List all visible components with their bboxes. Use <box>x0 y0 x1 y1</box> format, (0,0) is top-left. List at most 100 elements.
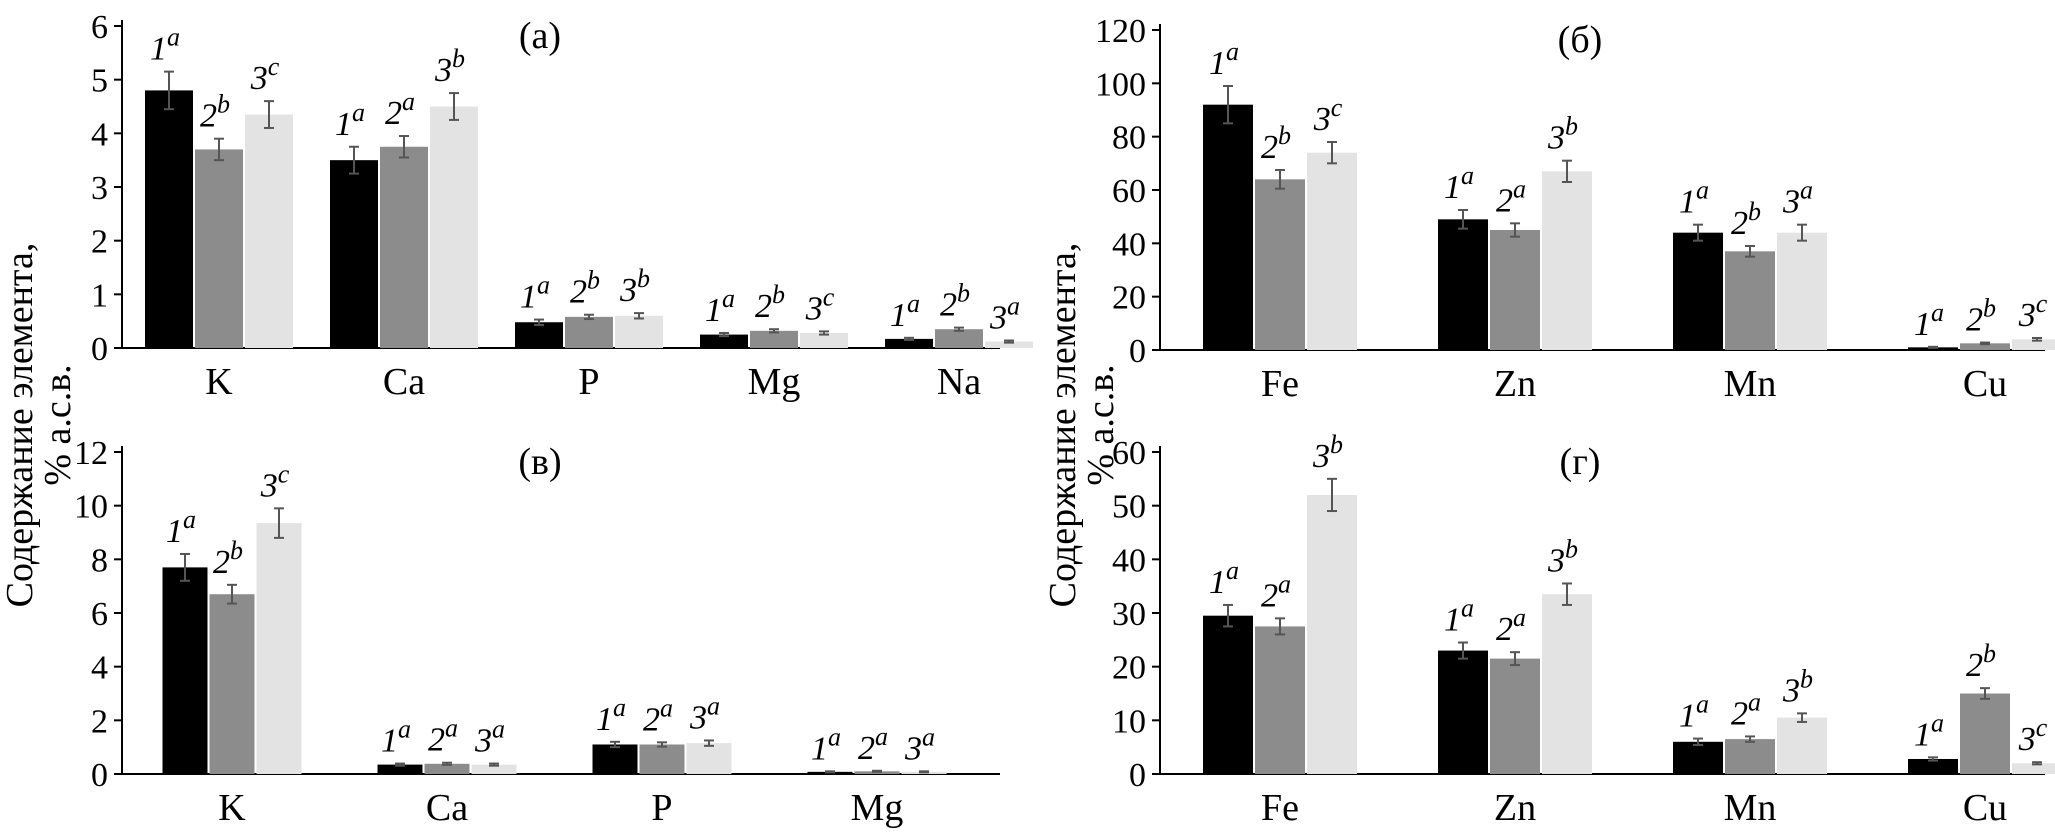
y-tick-label: 0 <box>91 757 108 794</box>
bar <box>1542 594 1592 774</box>
bar <box>1777 717 1827 774</box>
bar <box>1542 171 1592 350</box>
bar <box>615 315 663 348</box>
bar-annotation: 3b <box>434 44 465 89</box>
category-label: Mg <box>851 787 904 829</box>
bar <box>424 763 470 774</box>
bar-annotation: 1a <box>150 23 180 68</box>
bar <box>2012 763 2055 774</box>
y-tick-label: 20 <box>1112 280 1146 317</box>
y-tick-label: 6 <box>91 9 108 46</box>
bar-annotation: 3c <box>250 52 280 97</box>
bar <box>985 341 1033 348</box>
bar <box>330 160 378 348</box>
bar-annotation: 3c <box>2018 713 2048 758</box>
bar-annotation: 2b <box>570 266 600 311</box>
y-tick-label: 6 <box>91 596 108 633</box>
bar <box>1255 179 1305 350</box>
chart-panel: 0 10 20 30 40 50 60 (г) 1a 2a 3b Fe 1a 2a 3b Zn 1a 2a 3b Mn… <box>1112 430 2055 829</box>
y-axis-label-line2: % а.с.в. <box>37 364 79 485</box>
category-label: Zn <box>1494 363 1536 405</box>
bar-annotation: 1a <box>1209 556 1239 601</box>
bar <box>1777 232 1827 350</box>
bar-annotation: 1a <box>1679 176 1709 221</box>
panel-label: (а) <box>519 15 561 57</box>
bar-annotation: 1a <box>811 722 841 767</box>
y-axis-label-line1: Содержание элемента, <box>0 243 41 608</box>
bar <box>1203 104 1253 351</box>
bar-annotation: 1a <box>166 505 196 550</box>
bar-annotation: 2b <box>213 536 243 581</box>
bar-annotation: 3a <box>904 722 935 767</box>
y-tick-label: 80 <box>1112 120 1146 157</box>
y-tick-label: 3 <box>91 170 108 207</box>
bar-annotation: 1a <box>1444 161 1474 206</box>
bar-annotation: 3c <box>2018 289 2048 334</box>
category-label: Fe <box>1261 787 1299 829</box>
bar-annotation: 2a <box>1261 569 1291 614</box>
bar-annotation: 3a <box>474 715 505 760</box>
bar <box>565 316 613 348</box>
bar-annotation: 3b <box>1782 664 1813 709</box>
bar-annotation: 2a <box>428 714 458 759</box>
bar <box>1490 658 1540 774</box>
category-label: Cu <box>1963 787 2007 829</box>
bar-annotation: 3c <box>260 459 290 504</box>
y-tick-label: 4 <box>91 116 108 153</box>
y-tick-label: 100 <box>1095 66 1146 103</box>
bar-annotation: 1a <box>596 693 626 738</box>
bar <box>750 330 798 348</box>
bar <box>245 114 293 348</box>
bar <box>1307 494 1357 774</box>
bar-annotation: 1a <box>1914 298 1944 343</box>
bar-annotation: 1a <box>1914 708 1944 753</box>
bar-annotation: 2a <box>1496 174 1526 219</box>
bar <box>639 744 685 774</box>
y-tick-label: 20 <box>1112 650 1146 687</box>
y-tick-label: 10 <box>1112 703 1146 740</box>
bar-annotation: 3a <box>1782 176 1813 221</box>
category-label: Mn <box>1724 787 1777 829</box>
bar <box>162 567 208 774</box>
bar <box>1960 343 2010 350</box>
bar-annotation: 1a <box>335 98 365 143</box>
bar-annotation: 2b <box>755 280 785 325</box>
y-tick-label: 40 <box>1112 542 1146 579</box>
bar <box>195 149 243 348</box>
category-label: Zn <box>1494 787 1536 829</box>
bar-annotation: 1a <box>705 284 735 329</box>
category-label: P <box>651 787 672 829</box>
y-tick-label: 5 <box>91 63 108 100</box>
category-label: P <box>578 361 599 403</box>
bar <box>209 594 255 774</box>
bar <box>935 329 983 348</box>
chart-panel: 0 20 40 60 80 100 120 (б) 1a 2b 3c Fe 1a 2a 3b Zn 1a 2b 3a… <box>1095 13 2055 405</box>
y-axis-label-line1-right: Содержание элемента, <box>1042 243 1084 608</box>
bar-annotation: 1a <box>1679 690 1709 735</box>
bar-annotation: 3c <box>1313 93 1343 138</box>
y-tick-label: 4 <box>91 650 108 687</box>
bar-annotation: 1a <box>381 715 411 760</box>
y-tick-label: 10 <box>74 489 108 526</box>
bar-annotation: 3b <box>619 264 650 309</box>
bar-annotation: 3b <box>1547 112 1578 157</box>
y-tick-label: 0 <box>1129 333 1146 370</box>
category-label: Ca <box>426 787 468 829</box>
bar-annotation: 3a <box>989 291 1020 336</box>
bar <box>430 106 478 348</box>
bar-annotation: 2a <box>1496 603 1526 648</box>
y-tick-label: 0 <box>91 331 108 368</box>
bar <box>800 332 848 348</box>
bar <box>1673 741 1723 774</box>
y-tick-label: 60 <box>1112 173 1146 210</box>
bar <box>515 322 563 348</box>
y-tick-label: 2 <box>91 703 108 740</box>
bar <box>1673 232 1723 350</box>
category-label: Na <box>937 361 981 403</box>
y-tick-label: 12 <box>74 435 108 472</box>
y-axis-label-line2-right: % а.с.в. <box>1080 364 1122 485</box>
category-label: Mn <box>1724 363 1777 405</box>
bar-annotation: 2a <box>858 722 888 767</box>
bar-annotation: 1a <box>520 271 550 316</box>
